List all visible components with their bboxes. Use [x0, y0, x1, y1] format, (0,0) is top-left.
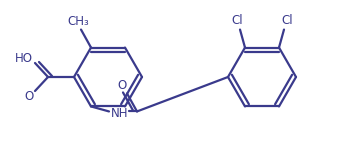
Text: NH: NH	[111, 107, 129, 120]
Text: O: O	[117, 79, 127, 92]
Text: CH₃: CH₃	[67, 15, 89, 28]
Text: HO: HO	[15, 51, 33, 65]
Text: O: O	[24, 89, 34, 103]
Text: Cl: Cl	[231, 14, 243, 27]
Text: Cl: Cl	[281, 14, 293, 27]
